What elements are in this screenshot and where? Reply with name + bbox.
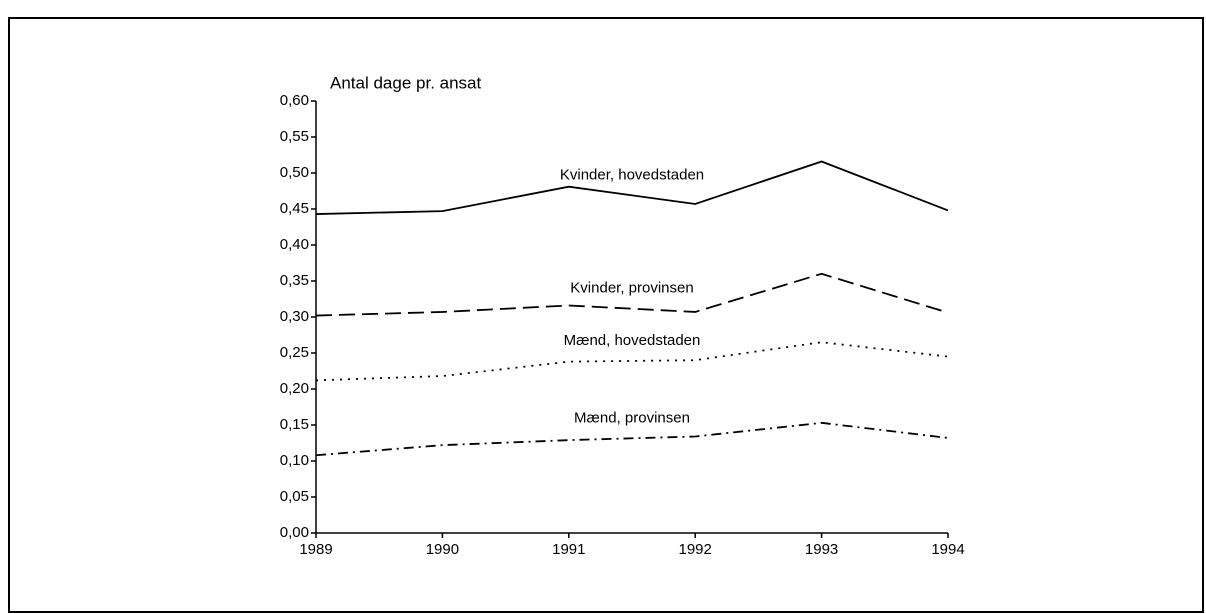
x-tick-label: 1989 (299, 541, 332, 558)
y-tick-label: 0,05 (280, 488, 309, 505)
y-tick-label: 0,20 (280, 380, 309, 397)
y-tick-label: 0,35 (280, 272, 309, 289)
y-tick-label: 0,00 (280, 524, 309, 541)
y-tick-label: 0,15 (280, 416, 309, 433)
y-tick-label: 0,50 (280, 164, 309, 181)
y-tick-label: 0,55 (280, 128, 309, 145)
y-tick-label: 0,40 (280, 236, 309, 253)
series-line (315, 421, 949, 457)
x-tick-label: 1990 (426, 541, 459, 558)
series-line (315, 341, 949, 382)
frame (8, 17, 1204, 613)
y-tick-label: 0,45 (280, 200, 309, 217)
series-label: Mænd, provinsen (574, 409, 690, 426)
x-tick-label: 1991 (552, 541, 585, 558)
y-tick-label: 0,60 (280, 92, 309, 109)
series-line (315, 160, 949, 215)
y-tick-label: 0,30 (280, 308, 309, 325)
x-tick-label: 1992 (679, 541, 712, 558)
x-tick-label: 1993 (805, 541, 838, 558)
x-tick-label: 1994 (931, 541, 964, 558)
series-label: Mænd, hovedstaden (564, 332, 701, 349)
series-label: Kvinder, provinsen (570, 280, 693, 297)
series-line (315, 272, 949, 317)
y-axis-title: Antal dage pr. ansat (330, 73, 482, 92)
y-tick-label: 0,10 (280, 452, 309, 469)
y-tick-label: 0,25 (280, 344, 309, 361)
series-label: Kvinder, hovedstaden (560, 166, 704, 183)
